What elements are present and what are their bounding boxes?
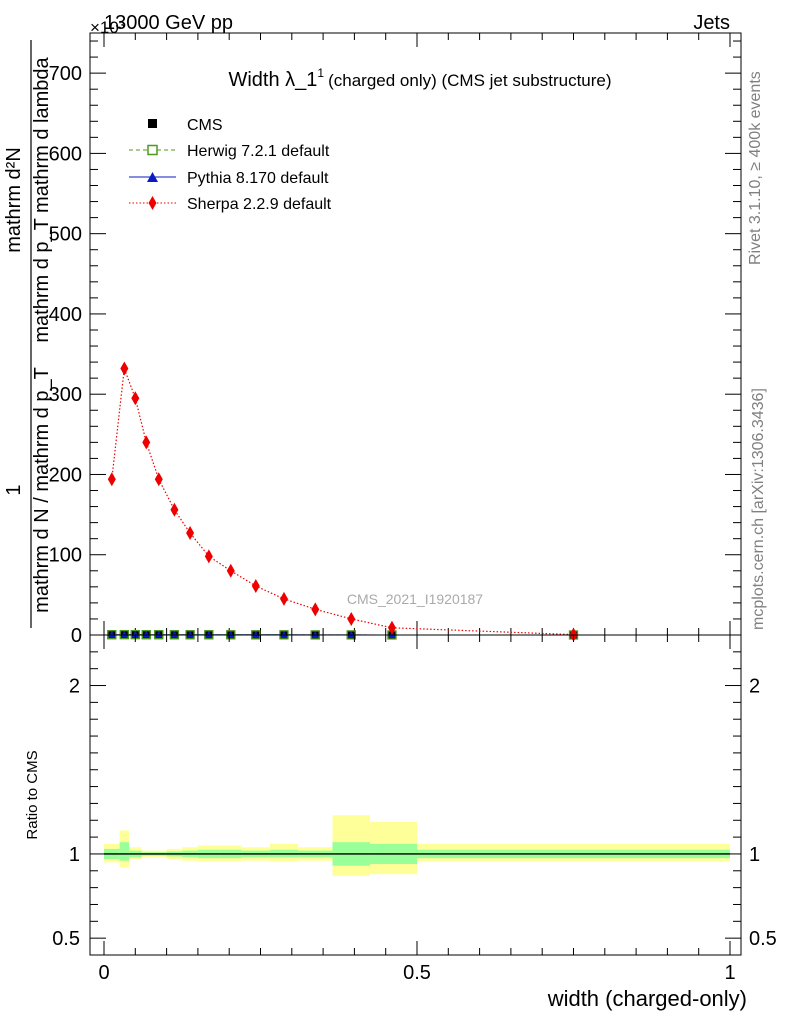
x-axis-label: width (charged-only) [547,986,747,1011]
legend: CMS Herwig 7.2.1 default Pythia 8.170 de… [129,117,332,213]
ratio-ytick-label: 2 [69,676,80,698]
legend-entry-cms: CMS [148,117,223,134]
ylabel-numerator: mathrm d²N [3,147,25,253]
sherpa-point [131,391,139,405]
analysis-watermark: CMS_2021_I1920187 [347,591,483,607]
ratio-ytick-label-right: 0.5 [749,928,777,950]
ratio-ytick-label: 0.5 [52,928,80,950]
main-ytick-label: 100 [49,545,82,567]
ratio-ytick-label-right: 1 [749,844,760,866]
legend-entry-sherpa: Sherpa 2.2.9 default [129,196,332,213]
ylabel-denominator: mathrm d p_T mathrm d lambda [31,56,53,342]
sherpa-point [120,362,128,376]
sherpa-point [205,549,213,563]
mcplots-label: mcplots.cern.ch [arXiv:1306.3436] [750,388,767,630]
sherpa-point [227,564,235,578]
sherpa-point [142,435,150,449]
ratio-ticks: 0.5 0.5 1 1 2 2 0 0.5 1 [52,635,777,984]
ratio-ylabel: Ratio to CMS [24,750,41,839]
legend-entry-herwig: Herwig 7.2.1 default [129,143,330,160]
axis-exponent: ×10³ [90,18,125,37]
legend-label-cms: CMS [187,117,223,134]
main-panel: 0 100 200 300 400 500 600 700 Width λ_11(charge… [49,33,741,647]
main-title: Width λ_11(charged only) (CMS jet substr… [228,66,611,91]
ratio-bands [104,815,730,876]
sherpa-point [311,602,319,616]
ratio-panel: Ratio to CMS 0.5 0.5 1 1 2 2 0 0.5 1 width (char… [24,635,777,1011]
ratio-frame [90,635,741,955]
legend-marker-sherpa [149,196,157,210]
legend-label-sherpa: Sherpa 2.2.9 default [187,196,332,213]
main-ytick-label: 0 [71,625,82,647]
main-ytick-label: 500 [49,224,82,246]
sherpa-line [112,369,574,635]
sherpa-point [108,472,116,486]
sherpa-point [252,579,260,593]
ylabel-frac-top: 1 [3,484,25,495]
main-ytick-label: 700 [49,63,82,85]
legend-label-pythia: Pythia 8.170 default [187,170,329,187]
legend-entry-pythia: Pythia 8.170 default [129,170,329,187]
legend-label-herwig: Herwig 7.2.1 default [187,143,330,160]
rivet-label: Rivet 3.1.10, ≥ 400k events [747,71,764,265]
sherpa-point [347,612,355,626]
ratio-band-inner [120,842,129,861]
ratio-ytick-label-right: 2 [749,676,760,698]
sherpa-point [155,472,163,486]
sherpa-point [280,592,288,606]
ratio-xtick-label: 0.5 [403,962,431,984]
main-ytick-label: 200 [49,464,82,486]
ratio-ytick-label: 1 [69,844,80,866]
main-ytick-label: 300 [49,384,82,406]
jets-label: Jets [693,12,730,34]
legend-marker-herwig [148,146,157,155]
main-ytick-label: 600 [49,143,82,165]
main-series [107,362,578,642]
main-ylabel: mathrm d²N mathrm d p_T mathrm d lambda … [3,40,53,628]
main-ytick-label: 400 [49,304,82,326]
legend-marker-cms [148,119,157,128]
ratio-xtick-label: 1 [724,962,735,984]
ratio-xtick-label: 0 [98,962,109,984]
